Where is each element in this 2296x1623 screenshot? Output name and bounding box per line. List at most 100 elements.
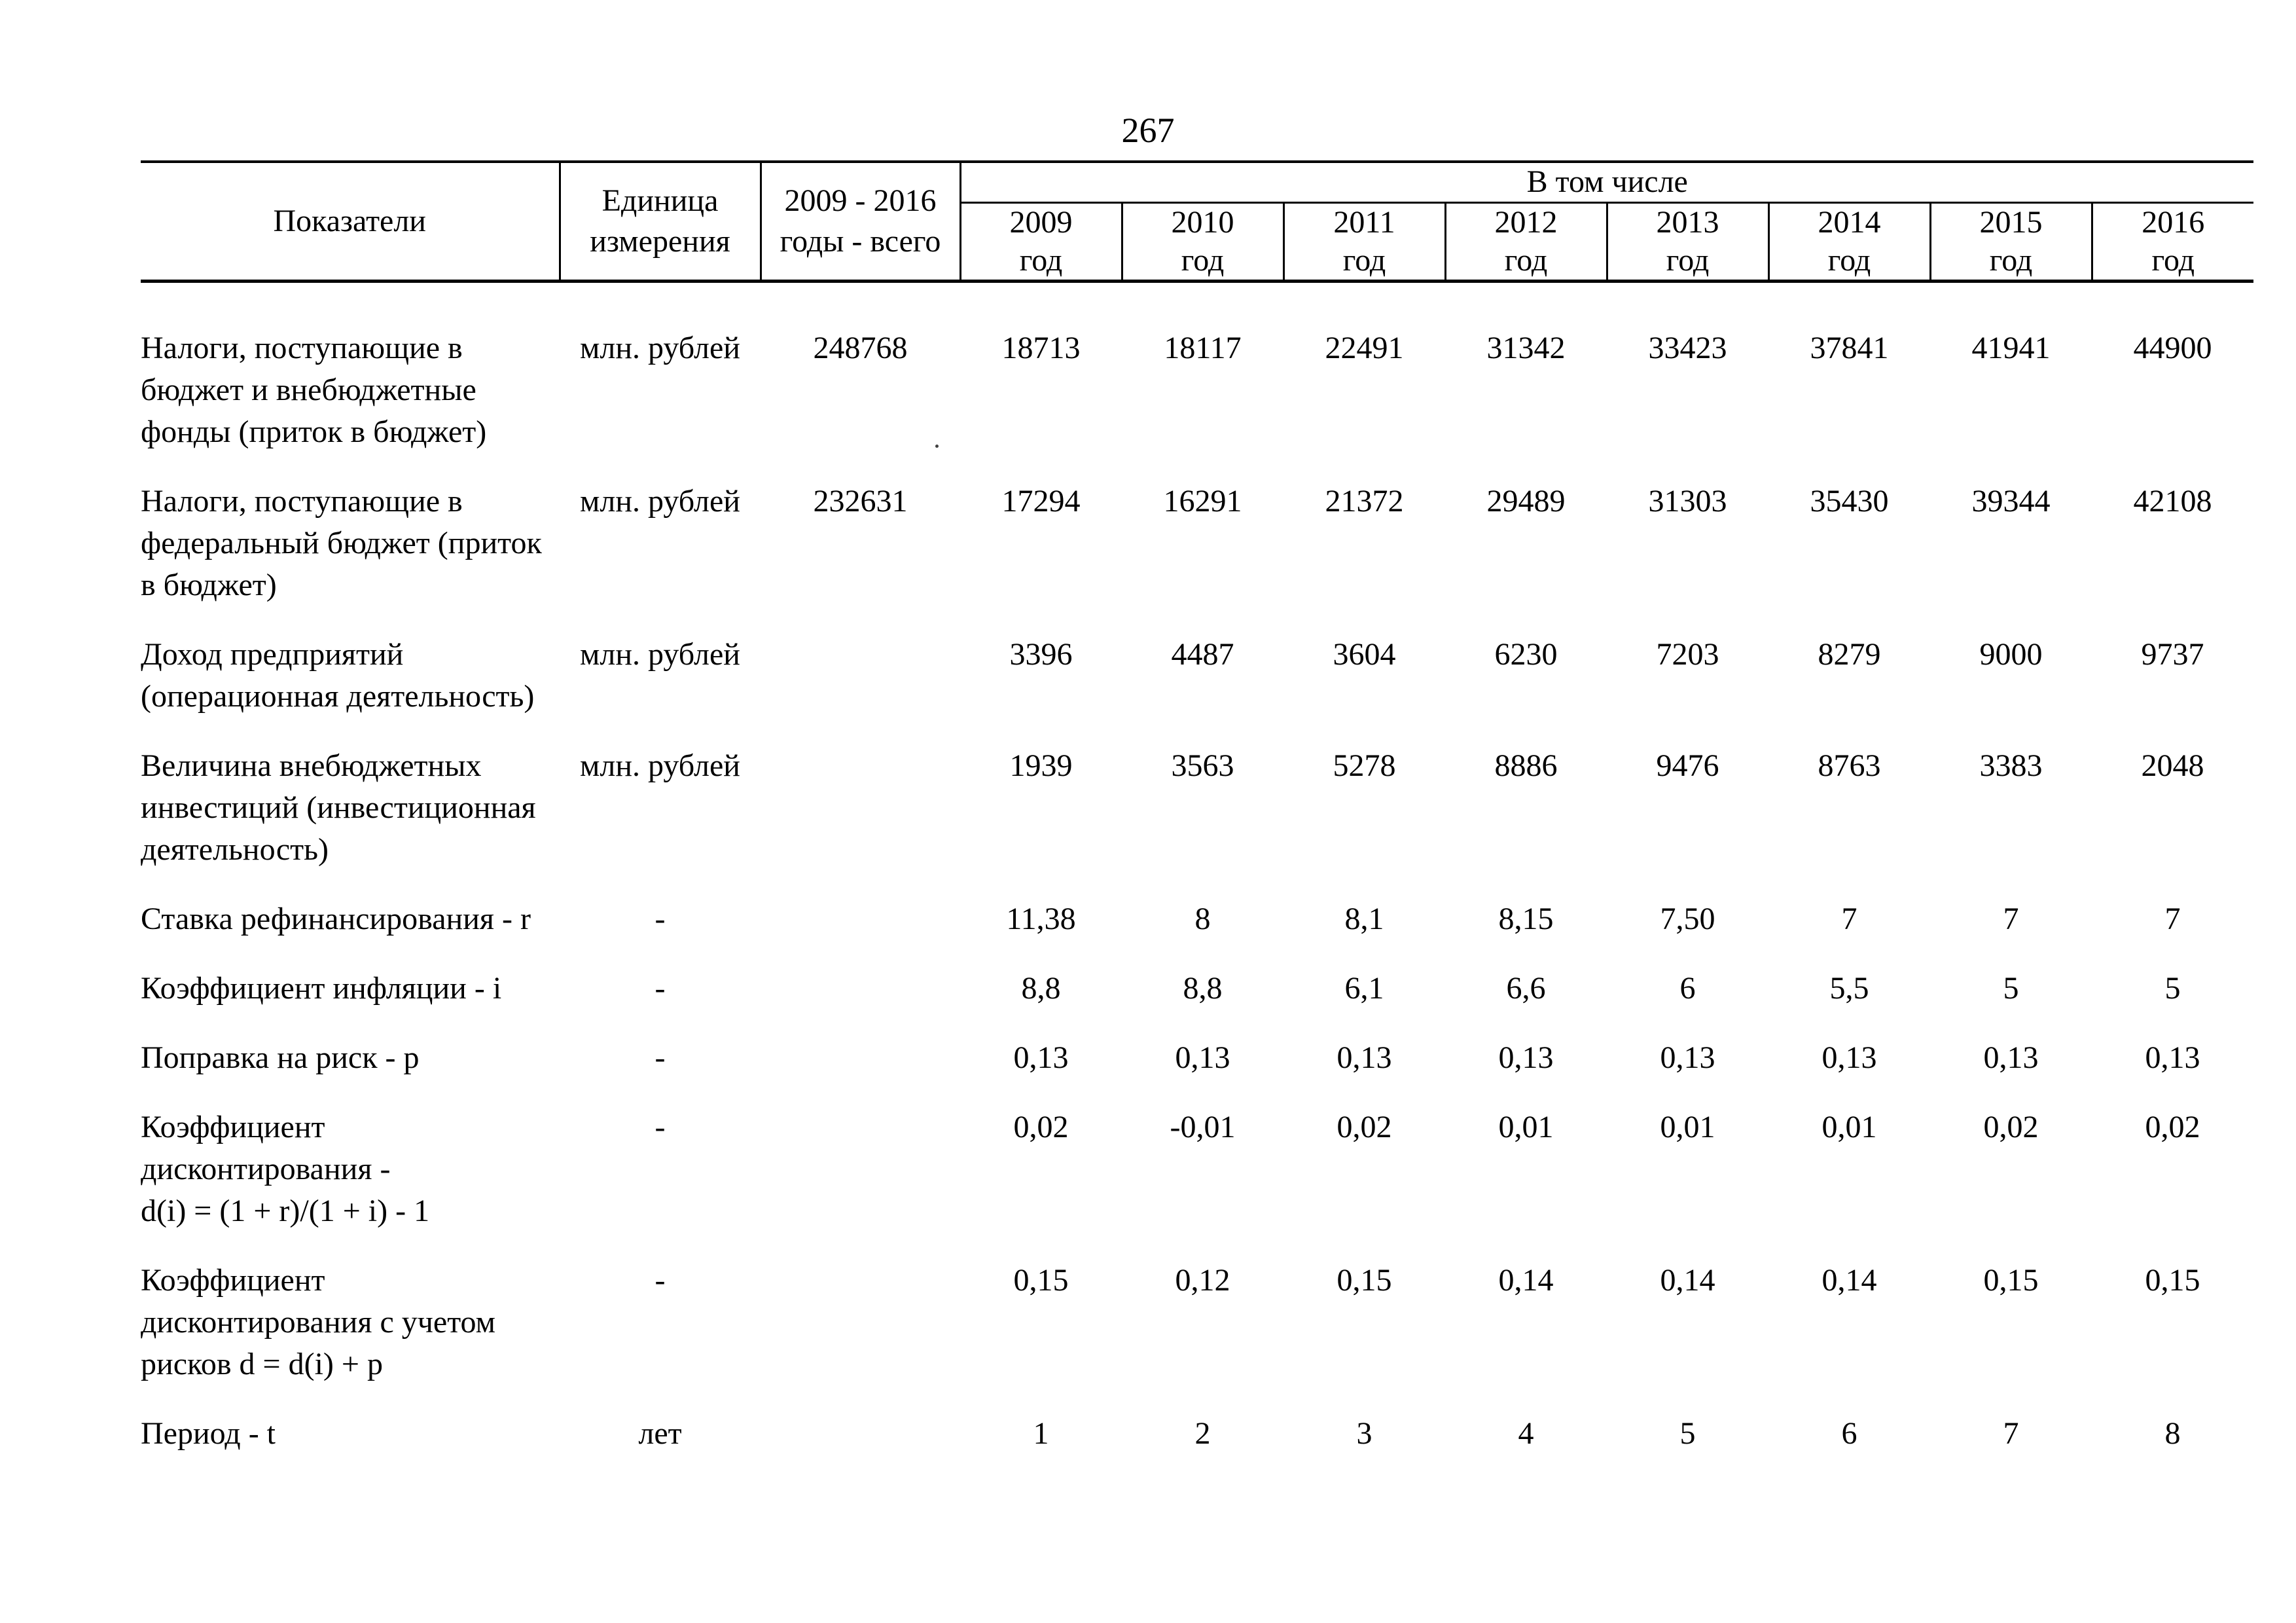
year-value-cell: 0,13 (1660, 1040, 1715, 1075)
indicator-cell: Коэффициент дисконтирования - d(i) = (1 … (141, 1109, 430, 1228)
year-value-cell: 0,13 (1013, 1040, 1069, 1075)
year-value-cell: 0,15 (2145, 1262, 2200, 1298)
year-value-cell: 8,1 (1344, 901, 1384, 936)
year-value-cell: 8279 (1818, 636, 1881, 672)
year-value-cell: 0,01 (1498, 1109, 1554, 1144)
year-value-cell: 0,02 (2145, 1109, 2200, 1144)
year-value-cell: 7 (1841, 901, 1857, 936)
total-cell (761, 1010, 960, 1079)
year-value-cell: 7 (2164, 901, 2181, 936)
year-value-cell: 3 (1356, 1415, 1372, 1451)
year-value-cell: 0,13 (1983, 1040, 2039, 1075)
year-value-cell: 17294 (1001, 483, 1081, 519)
table-row: Величина внебюджетных инвестиций (инвест… (141, 718, 2253, 871)
year-value-cell: 9000 (1979, 636, 2043, 672)
year-value-cell: 42108 (2133, 483, 2212, 519)
year-value-cell: 0,02 (1336, 1109, 1392, 1144)
column-header-year-2013: 2013 год (1605, 202, 1768, 283)
table-row: Доход предприятий (операционная деятельн… (141, 606, 2253, 718)
unit-cell: млн. рублей (580, 483, 740, 519)
total-cell (761, 871, 960, 940)
total-cell (761, 606, 960, 718)
scan-artifact-dot (935, 445, 939, 448)
table-row: Налоги, поступающие в федеральный бюджет… (141, 453, 2253, 606)
year-value-cell: 5 (2164, 970, 2181, 1006)
year-value-cell: 31303 (1648, 483, 1727, 519)
table-header: Показатели Единица измерения 2009 - 2016… (141, 160, 2253, 283)
year-value-cell: 11,38 (1006, 901, 1076, 936)
year-value-cell: 8886 (1494, 748, 1558, 783)
unit-cell: - (655, 970, 666, 1006)
unit-cell: лет (638, 1415, 682, 1451)
year-value-cell: 21372 (1325, 483, 1404, 519)
year-value-cell: 1 (1033, 1415, 1049, 1451)
total-cell (761, 940, 960, 1010)
indicator-cell: Налоги, поступающие в бюджет и внебюджет… (141, 330, 487, 449)
year-value-cell: 7203 (1656, 636, 1719, 672)
total-cell: 248768 (813, 330, 908, 365)
table-row: Коэффициент инфляции - i - 8,8 8,8 6,1 6,6 6 5,… (141, 940, 2253, 1010)
year-value-cell: 22491 (1325, 330, 1404, 365)
year-value-cell: 41941 (1971, 330, 2051, 365)
year-value-cell: 6230 (1494, 636, 1558, 672)
year-value-cell: 7 (2003, 1415, 2019, 1451)
total-cell: 232631 (813, 483, 908, 519)
year-value-cell: 33423 (1648, 330, 1727, 365)
unit-cell: млн. рублей (580, 636, 740, 672)
year-value-cell: 8763 (1818, 748, 1881, 783)
year-value-cell: 39344 (1971, 483, 2051, 519)
header-row-years: 2009 год 2010 год 2011 год 2012 год 2013… (141, 202, 2253, 283)
year-value-cell: 6,6 (1506, 970, 1546, 1006)
indicator-cell: Коэффициент инфляции - i (141, 970, 502, 1006)
year-value-cell: 0,13 (1498, 1040, 1554, 1075)
unit-cell: - (655, 901, 666, 936)
column-header-year-2012: 2012 год (1444, 202, 1607, 283)
year-value-cell: 7,50 (1660, 901, 1715, 936)
total-cell (761, 1079, 960, 1232)
unit-cell: - (655, 1040, 666, 1075)
year-value-cell: 3604 (1333, 636, 1396, 672)
unit-cell: - (655, 1262, 666, 1298)
year-value-cell: 35430 (1810, 483, 1889, 519)
year-value-cell: 18117 (1164, 330, 1242, 365)
page-number: 267 (1121, 111, 1175, 150)
year-value-cell: 5,5 (1829, 970, 1869, 1006)
year-value-cell: 8,15 (1498, 901, 1554, 936)
year-value-cell: 0,14 (1821, 1262, 1877, 1298)
column-header-including: В том числе (960, 160, 2253, 204)
year-value-cell: 5 (1679, 1415, 1696, 1451)
year-value-cell: 8 (1194, 901, 1211, 936)
indicator-cell: Период - t (141, 1415, 276, 1451)
year-value-cell: 0,15 (1013, 1262, 1069, 1298)
column-header-year-2009: 2009 год (960, 202, 1122, 283)
year-value-cell: 31342 (1486, 330, 1566, 365)
column-header-total: 2009 - 2016 годы - всего (761, 160, 961, 283)
year-value-cell: 4 (1518, 1415, 1534, 1451)
column-header-year-2014: 2014 год (1767, 202, 1930, 283)
year-value-cell: 6,1 (1344, 970, 1384, 1006)
year-value-cell: 3383 (1979, 748, 2043, 783)
year-value-cell: 9737 (2141, 636, 2204, 672)
year-value-cell: 1939 (1009, 748, 1073, 783)
table-row: Коэффициент дисконтирования с учетом рис… (141, 1232, 2253, 1385)
year-value-cell: 6 (1841, 1415, 1857, 1451)
year-value-cell: 0,01 (1660, 1109, 1715, 1144)
year-value-cell: 2048 (2141, 748, 2204, 783)
year-value-cell: 4487 (1171, 636, 1234, 672)
year-value-cell: 8,8 (1021, 970, 1061, 1006)
year-value-cell: 6 (1679, 970, 1696, 1006)
table-row: Коэффициент дисконтирования - d(i) = (1 … (141, 1079, 2253, 1232)
year-value-cell: 0,13 (1175, 1040, 1230, 1075)
indicator-cell: Ставка рефинансирования - r (141, 901, 531, 936)
table-row: Ставка рефинансирования - r - 11,38 8 8,1 8,1… (141, 871, 2253, 940)
year-value-cell: 0,12 (1175, 1262, 1230, 1298)
year-value-cell: 29489 (1486, 483, 1566, 519)
year-value-cell: 0,02 (1983, 1109, 2039, 1144)
year-value-cell: 5278 (1333, 748, 1396, 783)
total-cell (761, 1232, 960, 1385)
indicator-cell: Коэффициент дисконтирования с учетом рис… (141, 1262, 495, 1381)
year-value-cell: 3396 (1009, 636, 1073, 672)
year-value-cell: 0,14 (1498, 1262, 1554, 1298)
year-value-cell: 0,13 (1821, 1040, 1877, 1075)
year-value-cell: 8 (2164, 1415, 2181, 1451)
